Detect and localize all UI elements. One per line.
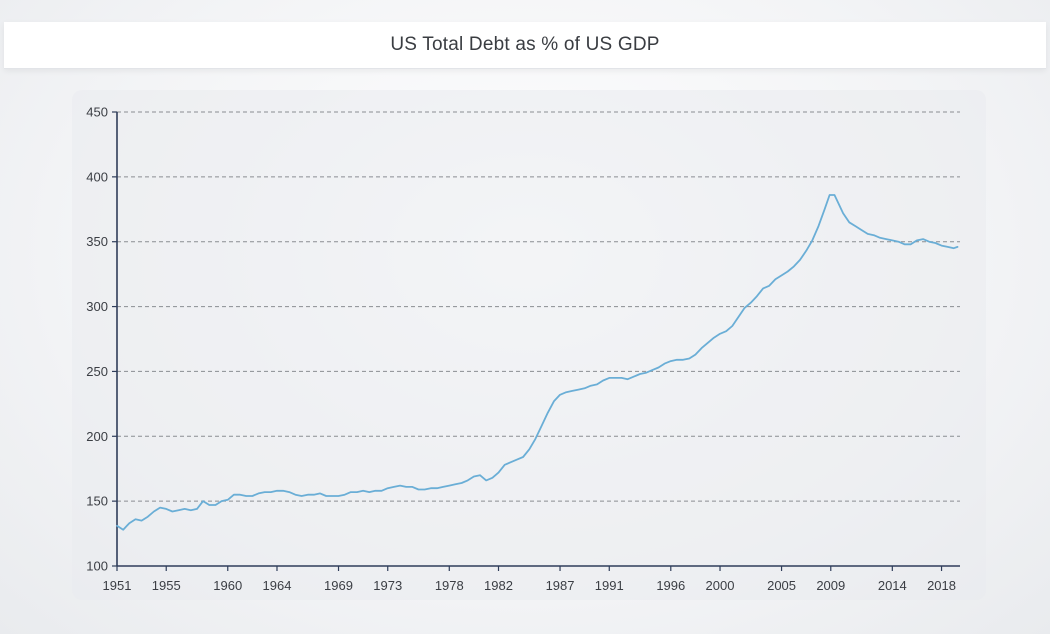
- y-tick-label: 450: [86, 105, 108, 120]
- x-tick-label: 2000: [706, 578, 735, 593]
- series-line: [116, 194, 959, 531]
- x-tick-labels: 1951 1955 1960 1964 1969 1973 1978 1982 1987 1991…: [103, 578, 956, 593]
- x-tick-label: 1951: [103, 578, 132, 593]
- x-tick-label: 2005: [767, 578, 796, 593]
- x-tick-label: 1982: [484, 578, 513, 593]
- x-tick-label: 1955: [152, 578, 181, 593]
- y-tick-label: 100: [86, 559, 108, 574]
- x-tick-label: 1964: [263, 578, 292, 593]
- axes: [112, 111, 960, 571]
- chart-title: US Total Debt as % of US GDP: [390, 34, 660, 55]
- x-tick-label: 1996: [656, 578, 685, 593]
- y-tick-label: 350: [86, 234, 108, 249]
- grid-lines: [117, 111, 960, 502]
- x-tick-label: 1987: [546, 578, 575, 593]
- x-tick-label: 1991: [595, 578, 624, 593]
- x-tick-label: 2018: [927, 578, 956, 593]
- series: [116, 194, 959, 531]
- y-tick-label: 150: [86, 494, 108, 509]
- x-tick-label: 1960: [213, 578, 242, 593]
- plot-panel: [72, 90, 986, 600]
- y-tick-label: 400: [86, 169, 108, 184]
- title-bar: US Total Debt as % of US GDP: [4, 22, 1046, 69]
- x-tick-label: 2009: [816, 578, 845, 593]
- x-tick-label: 1969: [324, 578, 353, 593]
- x-tick-label: 1978: [435, 578, 464, 593]
- y-tick-label: 250: [86, 364, 108, 379]
- x-tick-label: 1973: [373, 578, 402, 593]
- x-tick-label: 2014: [878, 578, 907, 593]
- y-tick-labels: 100 150 200 250 300 350 400 450: [86, 105, 108, 574]
- y-tick-label: 200: [86, 429, 108, 444]
- y-tick-label: 300: [86, 299, 108, 314]
